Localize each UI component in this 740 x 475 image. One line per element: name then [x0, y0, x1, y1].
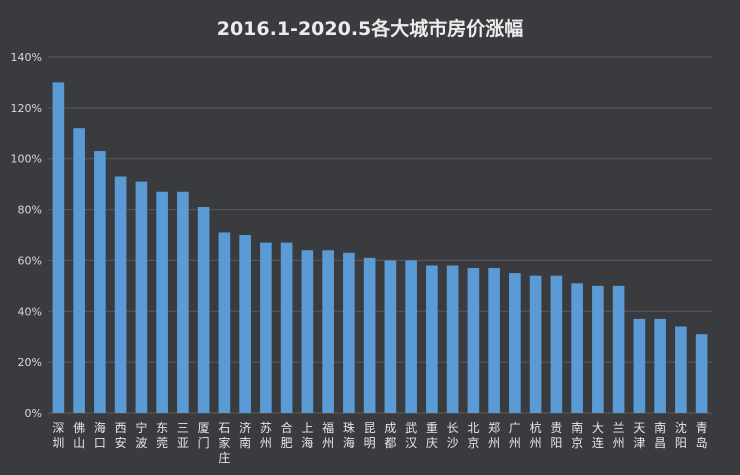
y-tick-label: 0%: [25, 407, 42, 420]
bar: [612, 285, 625, 413]
y-tick-label: 100%: [11, 153, 42, 166]
bar: [467, 268, 480, 413]
bar: [488, 268, 500, 413]
bar: [384, 260, 397, 413]
x-tick-label: 珠海: [343, 421, 355, 450]
x-tick-label: 南京: [571, 420, 583, 450]
x-tick-label: 深圳: [52, 421, 64, 450]
x-tick-label: 重庆: [426, 421, 438, 450]
x-tick-label: 上海: [301, 421, 313, 450]
x-tick-label: 广州: [509, 421, 521, 450]
x-tick-label: 西安: [115, 421, 127, 450]
x-tick-label: 东莞: [156, 421, 168, 450]
x-tick-label: 昆明: [364, 421, 376, 450]
x-tick-label: 沈阳: [675, 420, 687, 450]
bar: [52, 82, 65, 413]
chart-title: 2016.1-2020.5各大城市房价涨幅: [216, 18, 524, 40]
bar: [550, 275, 563, 413]
x-tick-label: 济南: [239, 420, 251, 450]
x-tick-label: 郑州: [488, 420, 500, 450]
x-tick-label: 南昌: [654, 420, 666, 450]
bar: [426, 265, 438, 413]
x-tick-label: 合肥: [281, 420, 293, 450]
bar: [509, 273, 521, 413]
x-tick-label: 大连: [592, 421, 604, 450]
x-tick-label: 贵阳: [550, 421, 562, 450]
bar: [592, 285, 604, 413]
x-tick-label: 海口: [94, 420, 106, 450]
x-tick-label: 青岛: [696, 421, 708, 450]
x-tick-label: 佛山: [73, 421, 85, 450]
bar: [633, 318, 646, 413]
bar: [94, 151, 106, 414]
bar: [446, 265, 459, 413]
x-tick-label: 兰州: [613, 421, 625, 450]
x-tick-label: 宁波: [135, 420, 147, 450]
bar: [260, 242, 272, 413]
bar: [114, 176, 127, 413]
bar: [301, 250, 314, 413]
y-tick-label: 80%: [18, 204, 42, 217]
bar: [405, 260, 417, 413]
bar: [156, 191, 168, 413]
bar: [571, 283, 583, 413]
bar: [363, 257, 376, 413]
y-tick-label: 120%: [11, 102, 42, 115]
x-tick-label: 天津: [633, 421, 645, 450]
bar: [135, 181, 148, 413]
y-tick-label: 40%: [18, 305, 42, 318]
x-tick-label: 成都: [384, 421, 396, 450]
bar: [529, 275, 542, 413]
bar: [239, 235, 251, 413]
x-tick-label: 福州: [322, 420, 334, 450]
bar: [322, 250, 334, 413]
x-tick-label: 三亚: [177, 421, 189, 450]
x-tick-label: 石家庄: [218, 421, 230, 465]
bar: [695, 334, 708, 413]
x-tick-label: 武汉: [405, 421, 417, 450]
x-tick-label: 北京: [467, 421, 479, 450]
x-tick-label: 长沙: [447, 421, 459, 450]
bar: [218, 232, 231, 413]
bar: [675, 326, 687, 413]
bar: [654, 318, 666, 413]
x-tick-label: 厦门: [198, 421, 210, 450]
bar: [177, 191, 189, 413]
bar: [343, 252, 355, 413]
bar: [280, 242, 293, 413]
bar: [73, 128, 85, 413]
y-tick-label: 140%: [11, 51, 42, 64]
y-tick-label: 60%: [18, 254, 42, 267]
x-tick-label: 杭州: [530, 420, 542, 450]
bar: [197, 207, 210, 413]
x-tick-label: 苏州: [260, 421, 272, 450]
y-tick-label: 20%: [18, 356, 42, 369]
